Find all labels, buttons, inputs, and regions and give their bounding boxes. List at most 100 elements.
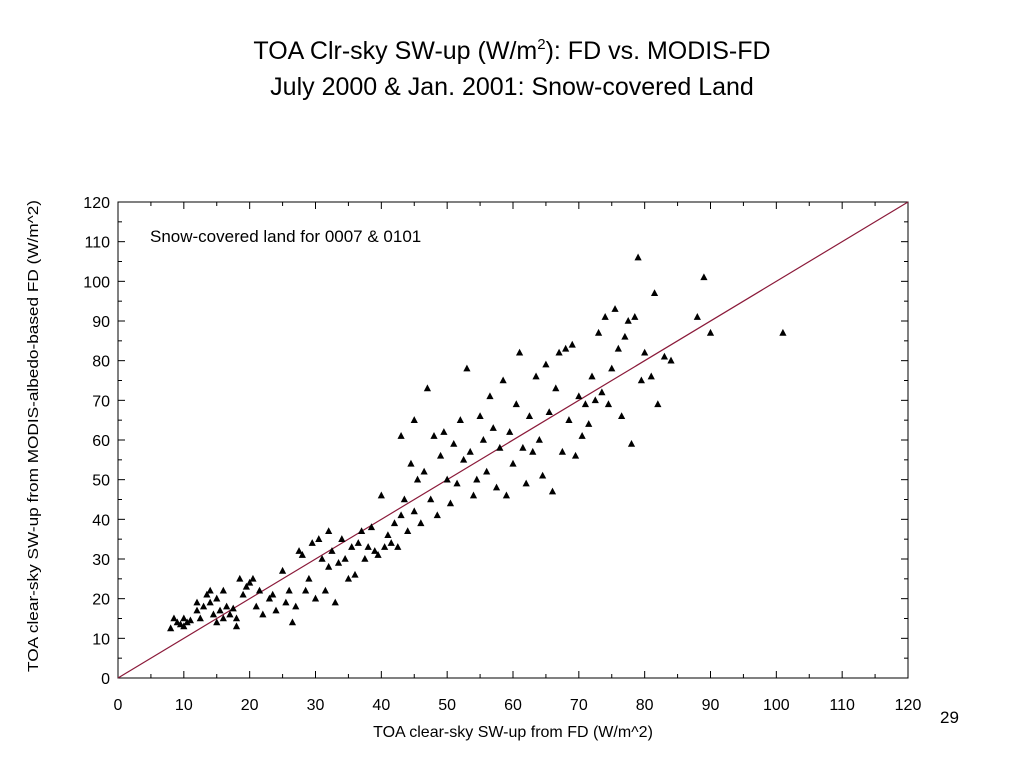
data-point [420,467,428,475]
data-point [285,586,293,594]
data-point [341,555,349,562]
data-point [581,400,590,408]
data-point [348,543,356,550]
data-point [236,574,244,582]
title-superscript: 2 [537,36,546,53]
data-point [269,590,277,598]
data-point [357,527,366,535]
data-point [216,606,224,614]
data-point [460,455,468,463]
data-point [476,412,484,419]
data-point [305,574,313,582]
data-point [265,594,274,602]
data-point [292,602,300,610]
data-point [450,439,458,447]
data-point [318,555,326,562]
data-point [180,614,188,622]
data-point [542,360,550,368]
data-point [364,543,372,550]
data-point [206,598,214,606]
data-point [456,416,464,423]
data-point [351,570,359,578]
data-point [394,543,402,550]
data-point [647,372,655,380]
chart-annotation: Snow-covered land for 0007 & 0101 [150,227,421,246]
data-point [219,614,227,622]
data-point [203,590,211,598]
data-point [295,547,303,554]
x-tick-label: 10 [175,697,193,714]
data-point [469,491,478,499]
data-point [232,614,241,622]
data-point [361,555,369,562]
y-axis-label: TOA clear-sky SW-up from MODIS-albedo-ba… [25,200,42,672]
x-tick-label: 60 [504,697,522,714]
y-tick-label: 40 [92,512,110,529]
title-text-2: ): FD vs. MODIS-FD [545,37,771,65]
data-point [624,317,632,324]
data-point [213,618,221,626]
data-point [575,392,583,400]
data-point [443,475,451,483]
data-point [381,543,389,550]
data-point [601,313,609,320]
data-point [529,447,537,455]
data-point [167,624,175,632]
data-point [259,610,267,618]
data-point [463,364,471,372]
data-point [219,586,227,594]
data-point [196,614,204,622]
data-point [558,447,566,455]
data-point [387,539,395,546]
data-point [433,511,441,519]
data-point [311,594,320,602]
chart-subtitle: July 2000 & Jan. 2001: Snow-covered Land [270,73,754,101]
data-point [199,602,208,610]
x-tick-label: 90 [702,697,720,714]
data-point [315,535,323,542]
data-point [473,475,481,483]
data-point [650,289,659,297]
data-point [604,400,613,408]
data-point [229,604,237,612]
data-point [779,328,787,336]
data-point [397,432,405,439]
data-point [614,344,622,352]
data-point [407,459,415,467]
chart-title: TOA Clr-sky SW-up (W/m2): FD vs. MODIS-F… [0,36,1024,66]
data-point [193,606,201,614]
data-point [509,459,517,467]
data-point [338,535,346,542]
data-point [562,344,570,352]
data-point [565,416,573,423]
data-point [226,610,234,618]
data-point [334,558,343,566]
data-point [515,348,524,356]
x-tick-label: 100 [763,697,790,714]
data-point [183,618,191,626]
y-tick-label: 120 [83,195,110,212]
data-point [522,479,530,487]
data-point [325,562,333,570]
x-tick-label: 0 [114,697,123,714]
data-point [483,467,491,475]
data-point [499,376,507,384]
data-point [249,574,257,582]
x-tick-label: 70 [570,697,588,714]
data-point [331,598,339,606]
data-point [634,253,642,261]
data-point [654,400,662,408]
data-point [479,436,487,443]
data-point [532,372,540,380]
x-tick-label: 80 [636,697,654,714]
data-point [252,602,260,610]
data-point [525,412,534,419]
data-point [585,420,593,427]
data-point [641,348,649,356]
data-point [272,606,280,614]
data-point [232,622,241,630]
data-point [627,439,636,447]
data-point [282,598,290,606]
data-point [328,547,336,554]
